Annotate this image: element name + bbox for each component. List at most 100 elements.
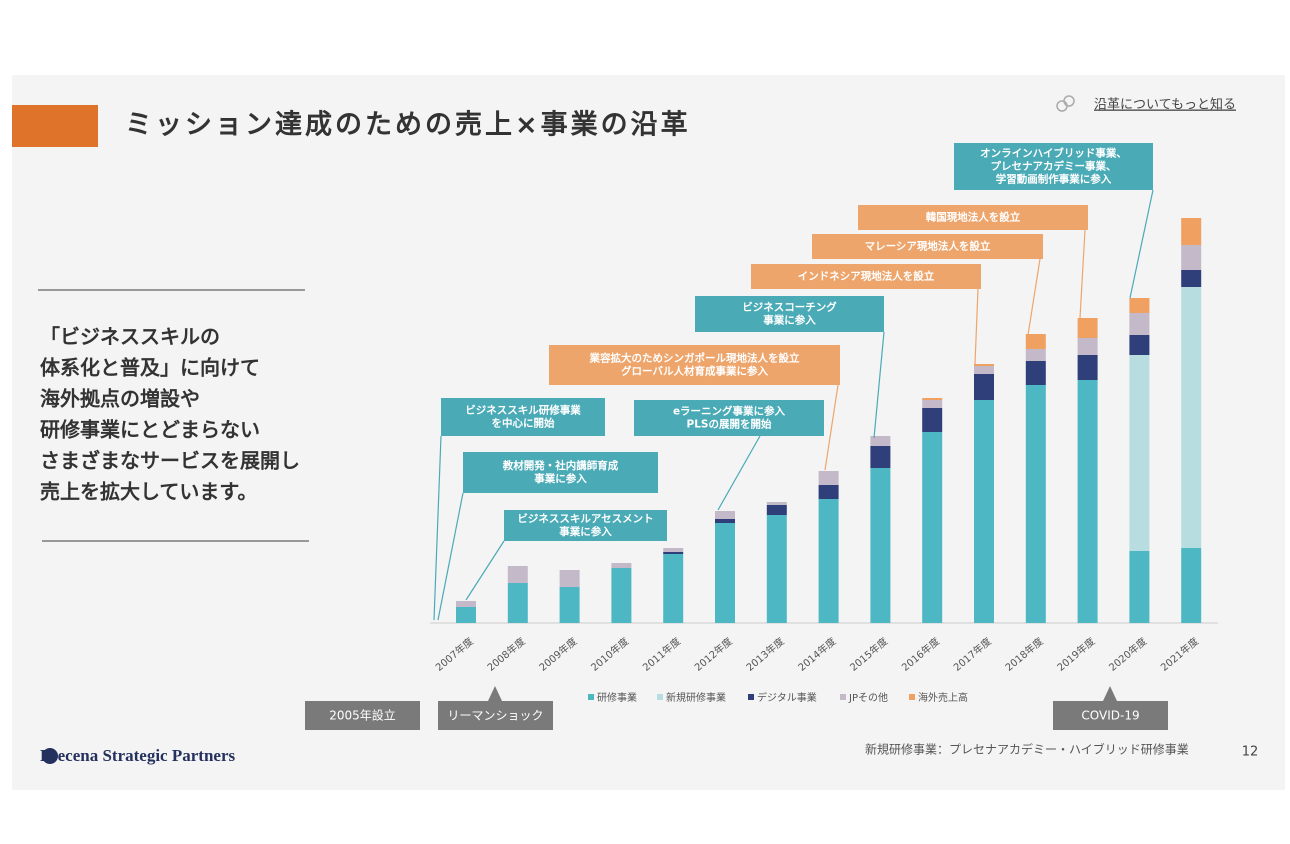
- bar-segment: [1025, 361, 1046, 385]
- bar-segment: [559, 570, 580, 587]
- callout-pointer: [1129, 189, 1154, 299]
- bar-segment: [715, 519, 735, 523]
- legend-label: JPその他: [848, 691, 888, 704]
- legend-label: 新規研修事業: [666, 691, 726, 704]
- callout-text: eラーニング事業に参入: [673, 405, 786, 418]
- bar-segment: [870, 446, 891, 468]
- bar-segment: [1181, 548, 1202, 623]
- callout-text: マレーシア現地法人を設立: [865, 240, 991, 253]
- bar-segment: [1077, 318, 1098, 338]
- body-text: 研修事業にとどまらない: [40, 418, 260, 442]
- bar-segment: [663, 552, 684, 554]
- bar-segment: [974, 366, 994, 374]
- event-box: [1053, 701, 1168, 730]
- callout-text: を中心に開始: [492, 417, 555, 430]
- bar-segment: [974, 364, 994, 366]
- callout-text: 事業に参入: [534, 472, 587, 485]
- legend-label: 研修事業: [597, 691, 637, 704]
- bar-segment: [559, 587, 580, 623]
- body-text: さまざまなサービスを展開し: [40, 449, 300, 473]
- event-box: [438, 701, 553, 730]
- callout-text: 教材開発・社内講師育成: [502, 459, 619, 472]
- bar-segment: [456, 601, 476, 607]
- bar-segment: [1077, 355, 1098, 380]
- link-text[interactable]: 沿革についてもっと知る: [1094, 97, 1236, 113]
- callout-pointer: [873, 331, 885, 439]
- legend-swatch: [657, 694, 663, 700]
- callout-text: ビジネススキル研修事業: [465, 404, 581, 417]
- bar-segment: [766, 515, 787, 623]
- bar-segment: [1181, 287, 1202, 548]
- callout-pointer: [433, 435, 442, 621]
- callout-box: [695, 296, 884, 332]
- bar-segment: [1129, 298, 1150, 313]
- bar-segment: [715, 511, 735, 519]
- bar-segment: [1025, 385, 1046, 623]
- callout-box: [954, 143, 1153, 190]
- event-pointer: [1103, 686, 1117, 701]
- callout-text: プレセナアカデミー事業、: [991, 160, 1117, 173]
- callout-pointer: [974, 288, 979, 365]
- callout-box: [812, 234, 1043, 259]
- callout-text: オンラインハイブリッド事業、: [980, 147, 1127, 160]
- event-pointer: [488, 686, 502, 701]
- body-text: 体系化と普及」に向けて: [40, 356, 260, 380]
- bar-segment: [974, 374, 994, 400]
- legend-swatch: [588, 694, 594, 700]
- callout-text: インドネシア現地法人を設立: [798, 270, 935, 283]
- callout-pointer: [437, 492, 464, 621]
- bar-segment: [611, 568, 632, 623]
- callout-pointer: [465, 540, 505, 601]
- logo-mark: [42, 748, 58, 764]
- body-text: 「ビジネススキルの: [40, 325, 220, 349]
- callout-text: PLSの展開を開始: [687, 418, 772, 431]
- bar-segment: [974, 400, 994, 623]
- bar-segment: [611, 563, 632, 568]
- bar-segment: [922, 408, 943, 432]
- bar-segment: [818, 485, 839, 499]
- event-label: リーマンショック: [447, 709, 543, 723]
- bar-segment: [766, 502, 787, 505]
- callout-pointer: [717, 435, 761, 511]
- bar-segment: [1181, 270, 1202, 287]
- bar-segment: [1129, 335, 1150, 355]
- bar-segment: [870, 468, 891, 623]
- callout-pointer: [1027, 258, 1041, 336]
- bar-segment: [922, 400, 943, 408]
- bar-segment: [818, 499, 839, 623]
- legend-label: デジタル事業: [757, 691, 817, 704]
- callout-text: ビジネススキルアセスメント: [517, 512, 653, 525]
- bar-segment: [1129, 355, 1150, 551]
- bar-segment: [922, 398, 943, 400]
- body-text: 売上を拡大しています。: [40, 480, 257, 504]
- callout-box: [858, 205, 1088, 230]
- link[interactable]: 沿革についてもっと知る: [1056, 95, 1236, 113]
- callout-box: [504, 510, 667, 541]
- bar-segment: [507, 583, 528, 623]
- bar-segment: [922, 432, 943, 623]
- bar-segment: [456, 607, 476, 623]
- body-text: 海外拠点の増設や: [40, 387, 200, 411]
- bar-segment: [1025, 349, 1046, 361]
- callout-text: ビジネスコーチング: [742, 301, 837, 314]
- bar-segment: [766, 505, 787, 515]
- callout-box: [751, 264, 981, 289]
- title: ミッション達成のための売上×事業の沿革: [125, 110, 691, 141]
- bar-segment: [663, 548, 684, 552]
- logo: Precena Strategic Partners: [40, 746, 235, 765]
- bar-segment: [1129, 551, 1150, 623]
- event-label: 2005年設立: [329, 708, 396, 723]
- callout-text: 韓国現地法人を設立: [926, 211, 1021, 224]
- callout-box: [549, 345, 840, 385]
- callout-box: [441, 398, 605, 436]
- callout-pointer: [824, 384, 839, 471]
- bar-segment: [507, 566, 528, 583]
- bar-segment: [1181, 218, 1202, 245]
- callout-box: [634, 400, 824, 436]
- bar-segment: [663, 554, 684, 623]
- bar-segment: [1129, 313, 1150, 335]
- event-label: COVID-19: [1081, 709, 1139, 723]
- legend-swatch: [840, 694, 846, 700]
